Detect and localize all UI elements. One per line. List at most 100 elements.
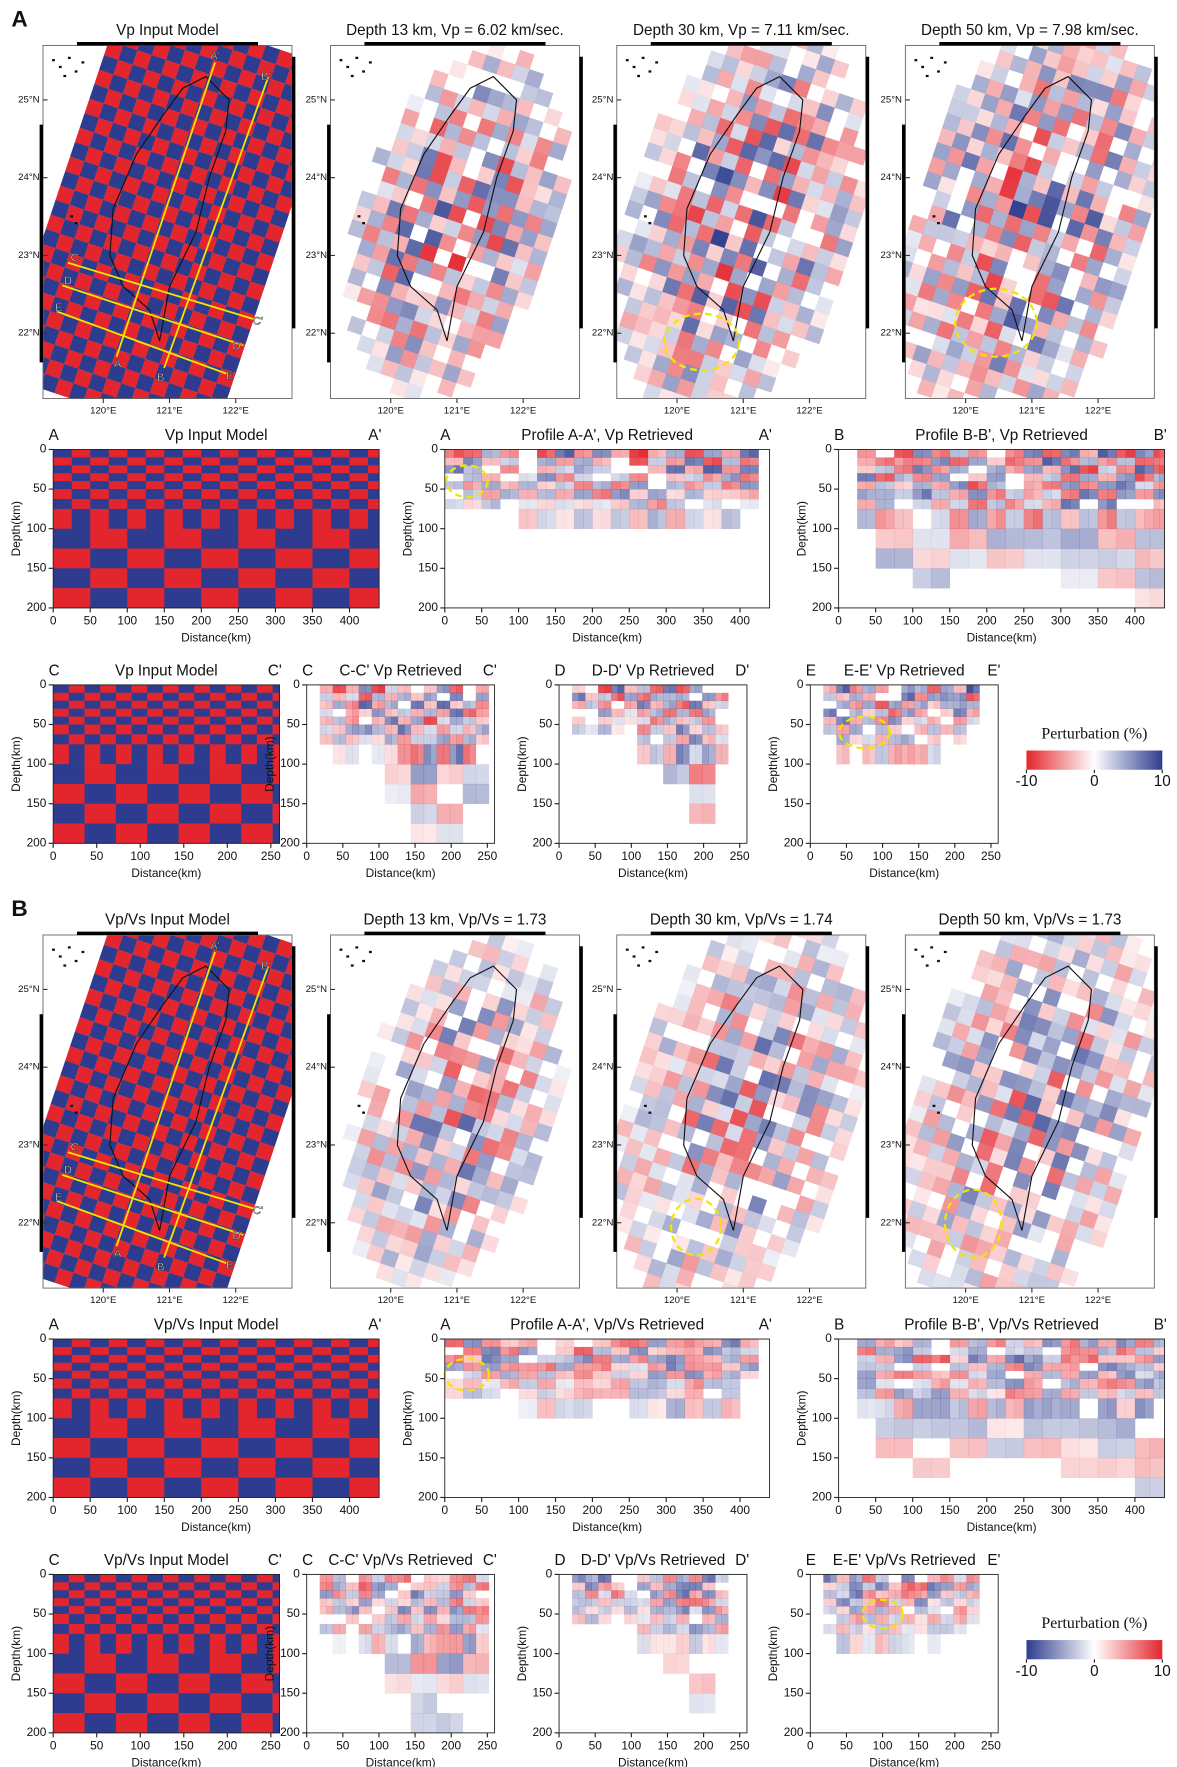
x-tick-label: 400 (340, 614, 360, 628)
cell (696, 717, 703, 725)
cell (109, 457, 128, 465)
cell (966, 709, 973, 717)
cell (437, 709, 444, 717)
profile-label: A' (210, 51, 220, 63)
cell (1135, 1363, 1145, 1371)
cell (1159, 1339, 1165, 1347)
cell (611, 449, 621, 457)
y-tick-label: 25°N (881, 94, 903, 105)
cell (657, 1389, 667, 1399)
cell (585, 693, 592, 701)
x-axis-label: Distance(km) (869, 866, 939, 880)
x-tick-label: 150 (658, 849, 678, 863)
cell (927, 724, 934, 734)
cell (90, 1389, 109, 1399)
map-area (304, 906, 606, 1316)
cell (454, 1363, 464, 1371)
cell (220, 457, 239, 465)
cell (90, 489, 109, 499)
cell (894, 465, 904, 473)
cell (978, 499, 988, 509)
cell (1159, 1379, 1165, 1389)
cell (385, 764, 398, 784)
cell (456, 693, 463, 701)
cell (740, 473, 750, 481)
cell (908, 693, 915, 701)
cell (579, 724, 586, 734)
cell (1024, 1363, 1034, 1371)
island (937, 960, 940, 962)
cell (908, 734, 915, 744)
island (358, 1105, 361, 1107)
cell (602, 1379, 612, 1389)
cell (950, 481, 960, 489)
cell (385, 693, 392, 701)
cell (876, 549, 895, 569)
cell (1005, 529, 1024, 549)
cell (722, 465, 732, 473)
cell (2, 1234, 21, 1253)
cell (996, 1379, 1006, 1389)
cell (1135, 457, 1145, 465)
cell (895, 734, 902, 744)
cell (257, 1339, 276, 1347)
island (369, 61, 372, 63)
cell (637, 701, 644, 709)
cell (417, 734, 424, 744)
cell (639, 481, 649, 489)
cell (450, 734, 457, 744)
cell (109, 1398, 128, 1418)
cell (950, 449, 960, 457)
cell (987, 1438, 1006, 1458)
cell (1135, 549, 1150, 569)
cell (430, 693, 437, 701)
cell (953, 693, 960, 701)
cell (696, 685, 703, 693)
cell (1107, 1371, 1117, 1379)
cell (903, 481, 913, 489)
cell (349, 1339, 368, 1347)
panel-label: A (11, 7, 27, 32)
y-axis-label: Depth(km) (9, 736, 23, 791)
cell (685, 1389, 695, 1399)
cell (620, 449, 630, 457)
colorbar-title: Perturbation (%) (1041, 725, 1147, 742)
cell (629, 1355, 639, 1363)
cell (694, 509, 704, 529)
cell (275, 529, 312, 549)
cell (1042, 481, 1052, 489)
cell (132, 734, 148, 744)
cell (546, 481, 556, 489)
cell (639, 1355, 649, 1363)
cell (241, 734, 257, 744)
cell (1089, 1339, 1099, 1347)
cell (740, 1371, 750, 1379)
section-title: E-E' Vp Retrieved (844, 662, 965, 679)
cell (666, 1398, 676, 1418)
cell (53, 465, 72, 473)
cell (950, 1355, 960, 1363)
cell (987, 1398, 997, 1418)
cell (437, 744, 444, 764)
cell (257, 509, 276, 529)
checker-grid (0, 0, 338, 446)
cell (978, 1371, 988, 1379)
cell (472, 449, 482, 457)
cell (210, 784, 242, 804)
cell (359, 709, 366, 717)
cell (585, 701, 592, 709)
cell (875, 724, 882, 734)
cell (722, 693, 729, 701)
cell (331, 1347, 350, 1355)
cell (1135, 1371, 1145, 1379)
x-tick-label: 100 (117, 614, 137, 628)
cell (1061, 1389, 1071, 1399)
cell (116, 693, 132, 701)
cell (973, 717, 980, 725)
cell (443, 701, 450, 709)
cell (1107, 509, 1117, 529)
cell (1061, 1379, 1071, 1389)
cell (398, 709, 405, 717)
x-tick-label: 100 (369, 849, 389, 863)
cell (346, 734, 353, 744)
